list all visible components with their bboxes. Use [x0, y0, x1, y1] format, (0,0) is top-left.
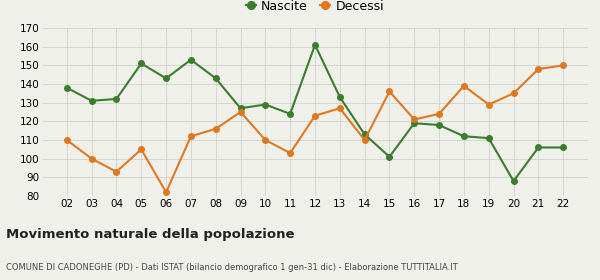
Nascite: [386, 155, 393, 158]
Decessi: [361, 138, 368, 142]
Nascite: [237, 107, 244, 110]
Nascite: [460, 135, 467, 138]
Decessi: [436, 112, 443, 116]
Nascite: [436, 123, 443, 127]
Nascite: [262, 103, 269, 106]
Nascite: [88, 99, 95, 102]
Text: COMUNE DI CADONEGHE (PD) - Dati ISTAT (bilancio demografico 1 gen-31 dic) - Elab: COMUNE DI CADONEGHE (PD) - Dati ISTAT (b…: [6, 263, 458, 272]
Line: Nascite: Nascite: [64, 42, 566, 184]
Nascite: [311, 43, 319, 46]
Decessi: [88, 157, 95, 160]
Nascite: [485, 136, 493, 140]
Nascite: [336, 95, 343, 99]
Decessi: [212, 127, 220, 130]
Decessi: [63, 138, 70, 142]
Decessi: [287, 151, 294, 155]
Decessi: [560, 64, 567, 67]
Decessi: [113, 170, 120, 173]
Decessi: [237, 110, 244, 114]
Nascite: [137, 62, 145, 65]
Decessi: [410, 118, 418, 121]
Legend: Nascite, Decessi: Nascite, Decessi: [241, 0, 389, 18]
Nascite: [361, 133, 368, 136]
Nascite: [535, 146, 542, 149]
Decessi: [386, 90, 393, 93]
Decessi: [336, 107, 343, 110]
Decessi: [311, 114, 319, 117]
Decessi: [262, 138, 269, 142]
Nascite: [410, 122, 418, 125]
Text: Movimento naturale della popolazione: Movimento naturale della popolazione: [6, 228, 295, 241]
Nascite: [212, 77, 220, 80]
Decessi: [460, 84, 467, 88]
Decessi: [163, 191, 170, 194]
Decessi: [510, 92, 517, 95]
Line: Decessi: Decessi: [64, 62, 566, 195]
Decessi: [187, 135, 194, 138]
Nascite: [163, 77, 170, 80]
Nascite: [560, 146, 567, 149]
Nascite: [510, 179, 517, 183]
Nascite: [287, 112, 294, 116]
Nascite: [187, 58, 194, 61]
Nascite: [63, 86, 70, 89]
Decessi: [485, 103, 493, 106]
Decessi: [535, 67, 542, 71]
Decessi: [137, 148, 145, 151]
Nascite: [113, 97, 120, 101]
